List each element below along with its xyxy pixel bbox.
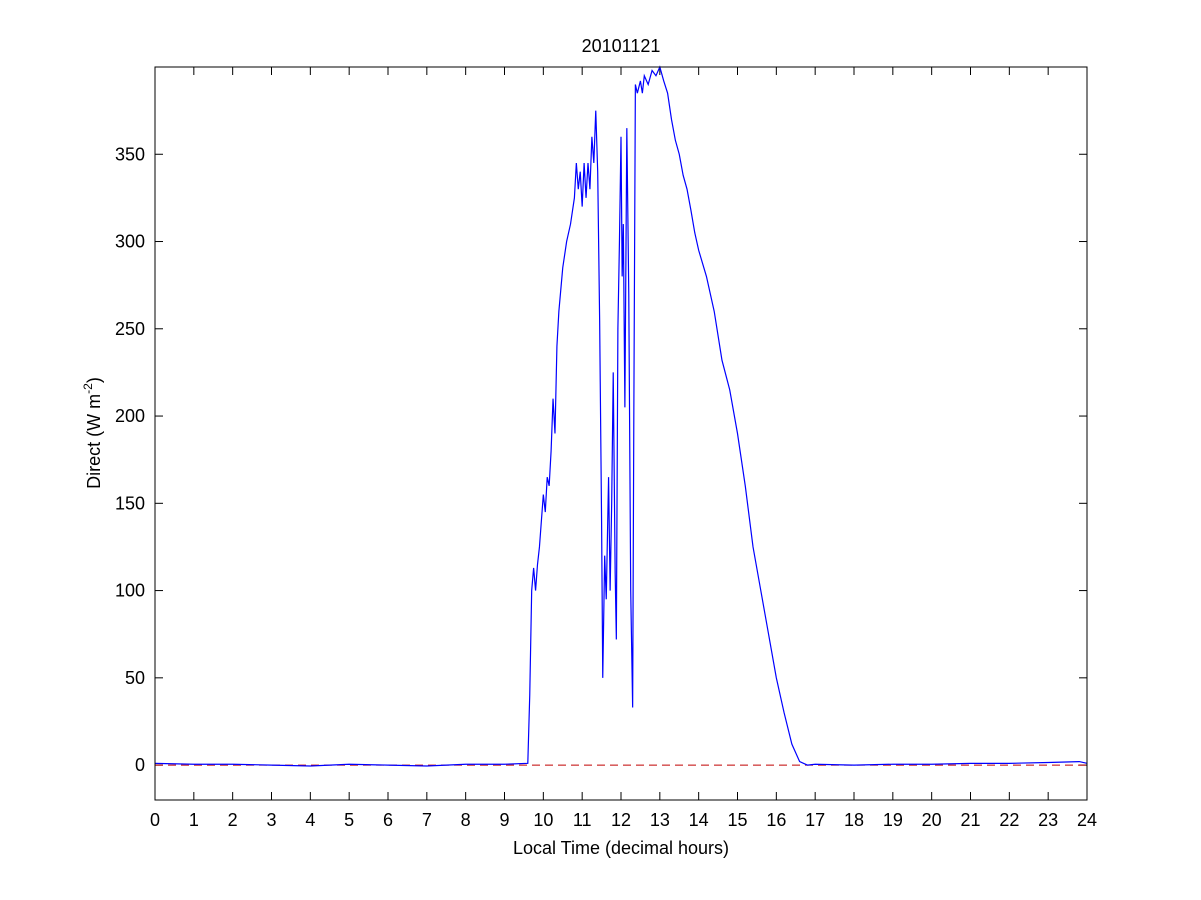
x-tick-label: 19 (883, 810, 903, 830)
x-tick-label: 5 (344, 810, 354, 830)
x-tick-label: 2 (228, 810, 238, 830)
x-tick-label: 17 (805, 810, 825, 830)
x-tick-label: 14 (689, 810, 709, 830)
x-tick-label: 4 (305, 810, 315, 830)
plot-frame (154, 66, 1088, 801)
x-tick-label: 20 (922, 810, 942, 830)
data-line (154, 65, 1088, 767)
x-tick-label: 24 (1077, 810, 1097, 830)
x-tick-label: 8 (461, 810, 471, 830)
x-tick-label: 0 (150, 810, 160, 830)
x-tick-label: 16 (766, 810, 786, 830)
y-tick-label: 200 (115, 406, 145, 426)
y-axis-label: Direct (W m-2) (81, 377, 104, 489)
y-axis-label-part: ) (84, 377, 104, 383)
x-tick-label: 6 (383, 810, 393, 830)
x-tick-label: 3 (266, 810, 276, 830)
y-tick-label: 50 (125, 668, 145, 688)
x-tick-label: 22 (999, 810, 1019, 830)
y-tick-label: 0 (135, 755, 145, 775)
x-axis-label: Local Time (decimal hours) (513, 838, 729, 858)
y-axis-label-superscript: -2 (81, 383, 95, 394)
y-axis-label-part: Direct (W m (84, 394, 104, 489)
chart-title: 20101121 (582, 36, 661, 56)
y-tick-label: 100 (115, 581, 145, 601)
x-tick-label: 10 (533, 810, 553, 830)
x-tick-label: 1 (189, 810, 199, 830)
x-tick-label: 9 (499, 810, 509, 830)
x-tick-label: 21 (960, 810, 980, 830)
y-tick-label: 350 (115, 144, 145, 164)
x-tick-label: 13 (650, 810, 670, 830)
y-tick-label: 250 (115, 319, 145, 339)
x-tick-label: 12 (611, 810, 631, 830)
x-tick-label: 11 (573, 810, 592, 830)
x-tick-label: 18 (844, 810, 864, 830)
y-tick-label: 300 (115, 232, 145, 252)
x-tick-label: 15 (727, 810, 747, 830)
x-tick-label: 7 (422, 810, 432, 830)
y-tick-label: 150 (115, 493, 145, 513)
x-tick-label: 23 (1038, 810, 1058, 830)
